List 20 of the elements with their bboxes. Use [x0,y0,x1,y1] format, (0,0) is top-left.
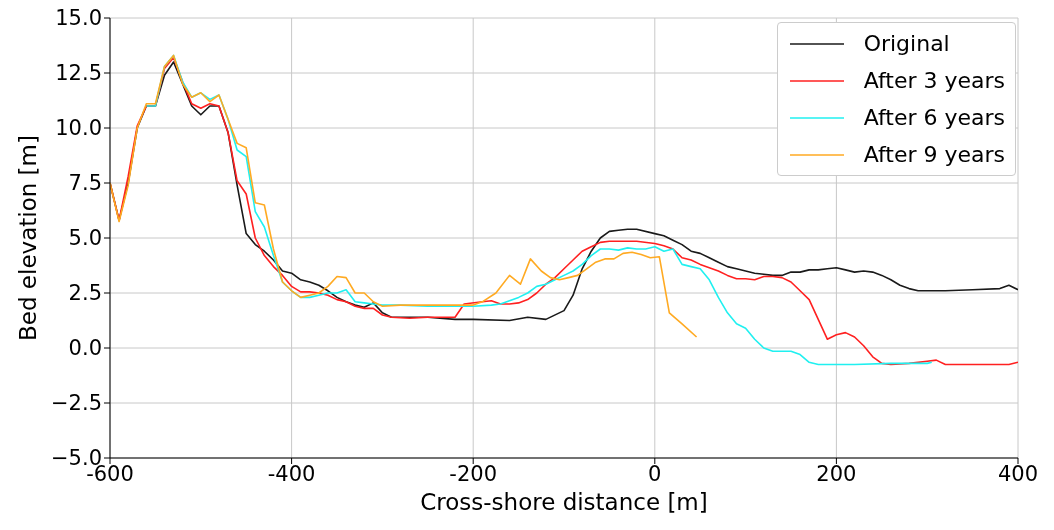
y-tick-label: 15.0 [55,6,102,31]
x-tick-label: 200 [816,461,857,486]
x-axis-title: Cross-shore distance [m] [420,489,708,515]
y-axis-title: Bed elevation [m] [15,135,42,341]
y-tick-label: 12.5 [55,61,102,86]
x-tick-label: -200 [449,461,498,486]
x-tick-label: 400 [997,461,1039,486]
y-tick-label: −2.5 [51,391,102,416]
x-tick-label: 0 [648,461,662,486]
legend-label: After 3 years [863,68,1005,93]
y-tick-label: 0.0 [68,336,102,361]
x-tick-label: -400 [267,461,316,486]
legend-label: Original [863,31,950,56]
y-tick-label: 10.0 [55,116,102,141]
line-series [110,54,698,338]
legend-label: After 9 years [863,142,1005,167]
y-tick-label: 7.5 [68,171,102,196]
legend-label: After 6 years [863,105,1005,130]
y-tick-label: 2.5 [68,281,102,306]
y-tick-label: 5.0 [68,226,102,251]
